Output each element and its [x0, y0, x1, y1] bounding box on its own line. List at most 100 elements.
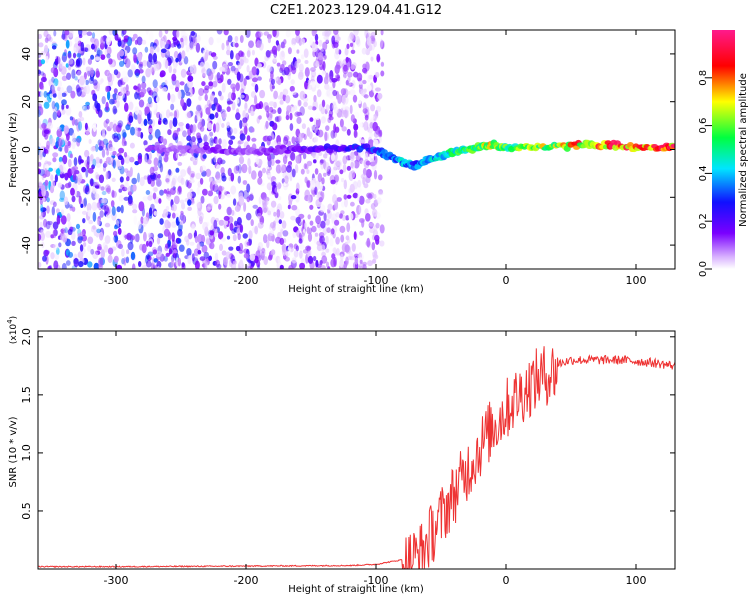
spectrogram-cell — [380, 38, 383, 48]
spectrogram-cell — [309, 117, 314, 122]
spectrogram-cell — [207, 190, 214, 197]
spectrogram-cell — [373, 139, 379, 149]
spectrogram-cell — [152, 249, 158, 255]
spectrogram-cell — [295, 34, 301, 44]
spectrogram-cell — [152, 264, 156, 269]
spectrogram-cell — [164, 59, 169, 69]
spectrogram-cell — [84, 149, 90, 158]
spectrogram-cell — [340, 253, 344, 261]
spectrogram-cell — [281, 164, 287, 174]
spectrogram-cell — [215, 174, 220, 179]
spectrogram-cell — [267, 172, 272, 178]
spectrogram-cell — [362, 79, 367, 85]
spectrogram-cell — [291, 204, 298, 211]
spectrogram-cell — [132, 203, 138, 210]
spectrogram-cell — [370, 104, 376, 112]
spectrogram-cell — [288, 264, 294, 269]
spectrogram-cell — [148, 127, 154, 133]
spectrogram-cell — [94, 184, 100, 189]
spectrogram-cell — [155, 178, 162, 187]
spectrogram-cell — [41, 171, 45, 181]
spectrogram-cell — [133, 215, 138, 225]
spectrogram-cell — [324, 162, 330, 173]
spectrogram-cell — [188, 40, 194, 51]
spectrogram-cell — [231, 228, 236, 234]
spectrogram-cell — [209, 137, 214, 147]
spectrogram-cell — [103, 120, 108, 128]
spectrogram-cell — [142, 60, 148, 67]
spectrogram-cell — [182, 130, 187, 138]
spectrogram-cell — [119, 176, 124, 183]
spectrogram-cell — [87, 69, 91, 77]
spectrogram-cell — [299, 262, 306, 269]
spectrogram-cell — [87, 261, 93, 268]
spectrogram-cell — [323, 160, 327, 171]
spectrogram-cell — [363, 121, 369, 131]
spectrogram-cell — [340, 201, 346, 208]
spectrogram-cell — [210, 52, 217, 58]
spectrogram-cell — [171, 259, 174, 268]
spectrogram-cell — [168, 65, 173, 74]
spectrogram-cell — [198, 88, 205, 96]
spectrogram-cell — [44, 37, 49, 43]
spectrogram-cell — [353, 129, 358, 138]
spectrogram-cell — [89, 67, 94, 78]
spectrogram-cell — [248, 70, 253, 80]
spectrogram-cell — [277, 196, 282, 201]
spectrogram-cell — [234, 35, 239, 43]
spectrogram-cell — [64, 172, 69, 181]
spectrogram-cell — [272, 30, 277, 38]
spectrogram-cell — [226, 49, 231, 56]
spectrogram-cell — [154, 171, 158, 181]
spectrogram-cell — [40, 89, 44, 99]
spectrogram-cell — [91, 201, 98, 211]
spectrogram-cell — [169, 102, 175, 110]
spectrogram-cell — [193, 36, 198, 47]
spectrogram-cell — [333, 106, 339, 114]
spectrogram-cell — [113, 108, 118, 114]
spectrogram-cell — [198, 95, 202, 101]
spectrogram-cell — [248, 41, 254, 49]
spectrogram-cell — [257, 212, 262, 219]
spectrogram-cell — [68, 58, 75, 67]
spectrogram-cell — [325, 218, 330, 226]
spectrogram-cell — [177, 211, 182, 222]
spectrogram-cell — [38, 106, 44, 116]
spectrogram-cell — [48, 264, 53, 269]
spectrogram-cell — [317, 129, 324, 138]
spectrogram-cell — [53, 51, 57, 60]
spectrogram-cell — [265, 50, 271, 58]
spectrogram-cell — [262, 204, 268, 214]
spectrogram-cell — [318, 39, 323, 47]
spectrogram-cell — [138, 261, 142, 267]
spectrogram-cell — [248, 40, 254, 48]
spectrogram-cell — [278, 115, 282, 122]
spectrogram-cell — [356, 38, 361, 47]
spectrogram-cell — [326, 261, 329, 268]
spectrogram-cell — [58, 137, 65, 146]
spectrogram-cell — [167, 194, 172, 201]
spectrogram-cell — [52, 106, 58, 112]
spectrogram-cell — [124, 102, 129, 113]
spectrogram-cell — [345, 215, 350, 221]
spectrogram-cell — [175, 57, 179, 63]
spectrogram-cell — [258, 31, 263, 37]
spectrogram-cell — [134, 233, 140, 242]
spectrogram-cell — [296, 111, 303, 117]
spectrogram-cell — [219, 243, 223, 251]
spectrogram-cell — [59, 61, 64, 69]
spectrogram-cell — [38, 91, 41, 97]
spectrogram-cell — [64, 30, 70, 36]
spectrogram-cell — [129, 166, 133, 177]
spectrogram-cell — [204, 85, 210, 91]
spectrogram-cell — [331, 78, 338, 83]
spectrogram-cell — [284, 95, 291, 104]
y-tick-label: 20 — [20, 95, 33, 109]
spectrogram-cell — [90, 146, 96, 152]
spectrogram-cell — [82, 57, 86, 66]
spectrogram-cell — [266, 65, 272, 73]
spectrogram-cell — [379, 224, 385, 234]
spectrogram-cell — [106, 53, 111, 59]
spectrogram-cell — [346, 222, 351, 233]
spectrogram-cell — [271, 109, 277, 114]
